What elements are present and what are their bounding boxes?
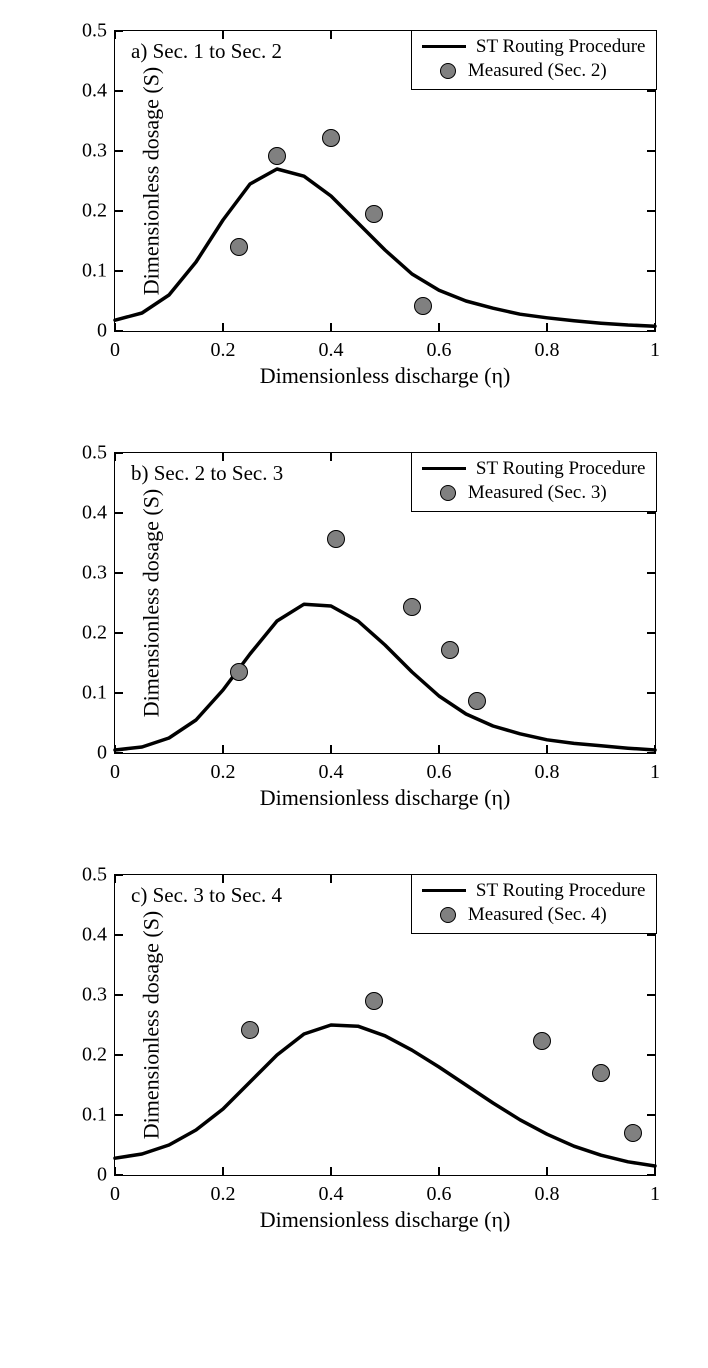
xtick-label: 0.2 bbox=[211, 1183, 236, 1206]
xtick-label: 1 bbox=[650, 761, 660, 784]
ytick-label: 0.1 bbox=[82, 1104, 107, 1127]
xtick-label: 0 bbox=[110, 1183, 120, 1206]
ytick-label: 0.3 bbox=[82, 140, 107, 163]
legend-line-label: ST Routing Procedure bbox=[476, 880, 646, 902]
legend-marker-swatch bbox=[440, 63, 456, 79]
legend-line-label: ST Routing Procedure bbox=[476, 458, 646, 480]
ytick-label: 0.2 bbox=[82, 1044, 107, 1067]
xtick-label: 0.6 bbox=[427, 761, 452, 784]
ytick-label: 0.4 bbox=[82, 80, 107, 103]
ytick-label: 0.5 bbox=[82, 442, 107, 465]
xtick-label: 0 bbox=[110, 339, 120, 362]
legend: ST Routing ProcedureMeasured (Sec. 4) bbox=[411, 874, 657, 934]
measured-point bbox=[365, 992, 383, 1010]
legend-line-swatch bbox=[422, 467, 466, 470]
x-axis-label: Dimensionless discharge (η) bbox=[260, 1207, 511, 1233]
xtick-label: 0.4 bbox=[319, 339, 344, 362]
ytick-label: 0.3 bbox=[82, 562, 107, 585]
x-axis-label: Dimensionless discharge (η) bbox=[260, 363, 511, 389]
legend-line-swatch bbox=[422, 889, 466, 892]
legend-marker-label: Measured (Sec. 4) bbox=[468, 904, 607, 926]
ytick-label: 0.5 bbox=[82, 20, 107, 43]
legend-marker-swatch bbox=[440, 485, 456, 501]
figure: 0 0.1 0.2 0.3 0.4 0.5 0 0.2 0.4 0.6 0.8 1 Dimensionl… bbox=[14, 30, 694, 1246]
xtick-label: 0 bbox=[110, 761, 120, 784]
legend: ST Routing ProcedureMeasured (Sec. 2) bbox=[411, 30, 657, 90]
ytick-label: 0.3 bbox=[82, 984, 107, 1007]
legend-marker-label: Measured (Sec. 3) bbox=[468, 482, 607, 504]
ytick-label: 0.4 bbox=[82, 502, 107, 525]
legend-marker-label: Measured (Sec. 2) bbox=[468, 60, 607, 82]
legend: ST Routing ProcedureMeasured (Sec. 3) bbox=[411, 452, 657, 512]
ytick-label: 0 bbox=[97, 1164, 107, 1187]
ytick-label: 0 bbox=[97, 742, 107, 765]
legend-marker-swatch bbox=[440, 907, 456, 923]
measured-point bbox=[414, 297, 432, 315]
panel-title: b) Sec. 2 to Sec. 3 bbox=[131, 461, 283, 486]
plot-area: 00.10.20.30.40.500.20.40.60.81Dimensionl… bbox=[114, 874, 656, 1176]
measured-point bbox=[268, 147, 286, 165]
xtick-label: 1 bbox=[650, 1183, 660, 1206]
measured-point bbox=[365, 205, 383, 223]
xtick-label: 0.6 bbox=[427, 339, 452, 362]
measured-point bbox=[468, 692, 486, 710]
xtick-label: 0.2 bbox=[211, 761, 236, 784]
chart-panel: 00.10.20.30.40.500.20.40.60.81Dimensionl… bbox=[14, 874, 694, 1246]
xtick-label: 1 bbox=[650, 339, 660, 362]
xtick-label: 0.8 bbox=[535, 339, 560, 362]
chart-panel: 00.10.20.30.40.500.20.40.60.81Dimensionl… bbox=[14, 452, 694, 824]
ytick-label: 0 bbox=[97, 320, 107, 343]
measured-point bbox=[230, 663, 248, 681]
legend-line-swatch bbox=[422, 45, 466, 48]
measured-point bbox=[403, 598, 421, 616]
ytick-label: 0.4 bbox=[82, 924, 107, 947]
ytick-label: 0.1 bbox=[82, 260, 107, 283]
panel-title: a) Sec. 1 to Sec. 2 bbox=[131, 39, 282, 64]
plot-area: 00.10.20.30.40.500.20.40.60.81Dimensionl… bbox=[114, 452, 656, 754]
xtick-label: 0.8 bbox=[535, 1183, 560, 1206]
measured-point bbox=[230, 238, 248, 256]
xtick-label: 0.8 bbox=[535, 761, 560, 784]
xtick-label: 0.6 bbox=[427, 1183, 452, 1206]
chart-panel: 00.10.20.30.40.500.20.40.60.81Dimensionl… bbox=[14, 30, 694, 402]
measured-point bbox=[441, 641, 459, 659]
plot-area: 00.10.20.30.40.500.20.40.60.81Dimensionl… bbox=[114, 30, 656, 332]
ytick-label: 0.2 bbox=[82, 622, 107, 645]
measured-point bbox=[533, 1032, 551, 1050]
legend-line-label: ST Routing Procedure bbox=[476, 36, 646, 58]
panel-title: c) Sec. 3 to Sec. 4 bbox=[131, 883, 282, 908]
measured-point bbox=[241, 1021, 259, 1039]
ytick-label: 0.2 bbox=[82, 200, 107, 223]
measured-point bbox=[322, 129, 340, 147]
ytick-label: 0.1 bbox=[82, 682, 107, 705]
measured-point bbox=[624, 1124, 642, 1142]
xtick-label: 0.4 bbox=[319, 1183, 344, 1206]
xtick-label: 0.4 bbox=[319, 761, 344, 784]
x-axis-label: Dimensionless discharge (η) bbox=[260, 785, 511, 811]
ytick-label: 0.5 bbox=[82, 864, 107, 887]
measured-point bbox=[327, 530, 345, 548]
xtick-label: 0.2 bbox=[211, 339, 236, 362]
measured-point bbox=[592, 1064, 610, 1082]
